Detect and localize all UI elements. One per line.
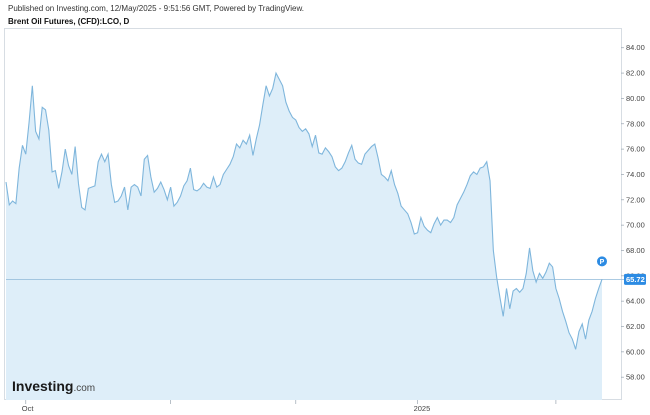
x-tick-label: Oct xyxy=(22,404,35,413)
instrument-title: Brent Oil Futures, (CFD):LCO, D xyxy=(8,17,130,26)
y-tick-label: 68.00 xyxy=(626,246,645,255)
y-axis: 58.0060.0062.0064.0066.0068.0070.0072.00… xyxy=(621,43,645,382)
investing-logo: Investing.com xyxy=(12,378,95,394)
y-tick-label: 60.00 xyxy=(626,347,645,356)
price-series-line xyxy=(5,71,603,350)
y-tick-label: 64.00 xyxy=(626,297,645,306)
y-tick-label: 82.00 xyxy=(626,69,645,78)
y-tick-label: 80.00 xyxy=(626,94,645,103)
published-caption: Published on Investing.com, 12/May/2025 … xyxy=(8,4,305,13)
y-tick-label: 76.00 xyxy=(626,145,645,154)
last-price-badge-text: 65.72 xyxy=(626,275,645,284)
y-tick-label: 84.00 xyxy=(626,43,645,52)
y-tick-label: 62.00 xyxy=(626,322,645,331)
x-axis: Oct 2025 xyxy=(22,400,557,413)
x-tick-label: 2025 xyxy=(414,404,431,413)
marker-circle[interactable] xyxy=(597,256,607,267)
last-price-badge-bg xyxy=(624,273,646,285)
y-tick-label: 70.00 xyxy=(626,221,645,230)
pre-market-marker[interactable]: P xyxy=(597,256,607,267)
y-tick-label: 78.00 xyxy=(626,119,645,128)
last-price-badge: 65.72 xyxy=(624,273,646,285)
y-tick-label: 58.00 xyxy=(626,373,645,382)
y-tick-label: 74.00 xyxy=(626,170,645,179)
price-area-fill xyxy=(6,73,602,400)
marker-label: P xyxy=(600,259,605,266)
y-tick-label: 72.00 xyxy=(626,195,645,204)
